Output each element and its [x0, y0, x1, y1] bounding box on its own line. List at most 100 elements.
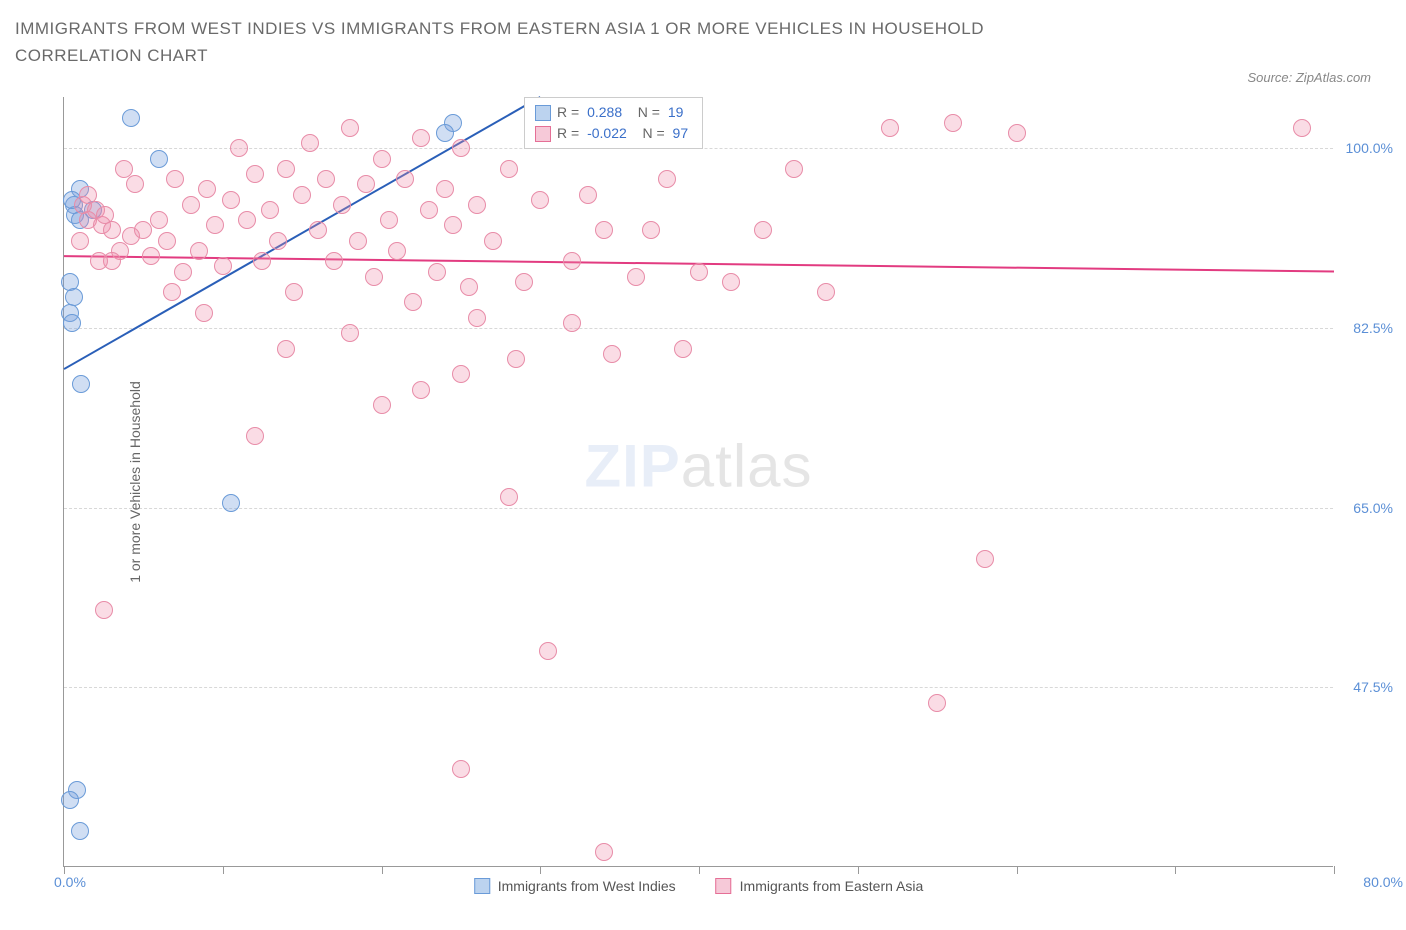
data-point: [122, 109, 140, 127]
x-tick: [699, 866, 700, 874]
data-point: [269, 232, 287, 250]
data-point: [515, 273, 533, 291]
data-point: [460, 278, 478, 296]
data-point: [452, 760, 470, 778]
data-point: [150, 150, 168, 168]
data-point: [603, 345, 621, 363]
swatch-icon: [535, 126, 551, 142]
data-point: [436, 124, 454, 142]
data-point: [412, 129, 430, 147]
data-point: [452, 139, 470, 157]
swatch-icon: [474, 878, 490, 894]
x-max-label: 80.0%: [1363, 874, 1403, 890]
data-point: [214, 257, 232, 275]
x-min-label: 0.0%: [54, 874, 86, 890]
x-tick: [223, 866, 224, 874]
data-point: [627, 268, 645, 286]
bottom-legend: Immigrants from West Indies Immigrants f…: [474, 878, 924, 894]
watermark: ZIPatlas: [584, 432, 812, 501]
data-point: [134, 221, 152, 239]
source-attribution: Source: ZipAtlas.com: [1247, 70, 1371, 85]
x-tick: [1017, 866, 1018, 874]
data-point: [349, 232, 367, 250]
data-point: [1293, 119, 1311, 137]
data-point: [277, 160, 295, 178]
data-point: [293, 186, 311, 204]
data-point: [90, 252, 108, 270]
data-point: [341, 324, 359, 342]
data-point: [881, 119, 899, 137]
data-point: [944, 114, 962, 132]
data-point: [595, 221, 613, 239]
y-tick-label: 100.0%: [1346, 140, 1393, 156]
data-point: [222, 494, 240, 512]
data-point: [976, 550, 994, 568]
x-tick: [64, 866, 65, 874]
data-point: [642, 221, 660, 239]
data-point: [444, 216, 462, 234]
data-point: [595, 843, 613, 861]
data-point: [163, 283, 181, 301]
data-point: [103, 221, 121, 239]
data-point: [301, 134, 319, 152]
data-point: [253, 252, 271, 270]
data-point: [412, 381, 430, 399]
data-point: [150, 211, 168, 229]
data-point: [365, 268, 383, 286]
data-point: [238, 211, 256, 229]
data-point: [722, 273, 740, 291]
gridline: [64, 687, 1333, 688]
y-axis-title: 1 or more Vehicles in Household: [127, 381, 143, 583]
data-point: [174, 263, 192, 281]
data-point: [198, 180, 216, 198]
data-point: [206, 216, 224, 234]
data-point: [325, 252, 343, 270]
correlation-chart: IMMIGRANTS FROM WEST INDIES VS IMMIGRANT…: [15, 15, 1391, 915]
data-point: [71, 232, 89, 250]
x-tick: [540, 866, 541, 874]
data-point: [333, 196, 351, 214]
data-point: [388, 242, 406, 260]
x-tick: [382, 866, 383, 874]
data-point: [428, 263, 446, 281]
data-point: [468, 196, 486, 214]
data-point: [95, 601, 113, 619]
legend-row-eastern-asia: R = -0.022 N = 97: [535, 123, 692, 144]
data-point: [658, 170, 676, 188]
data-point: [1008, 124, 1026, 142]
data-point: [222, 191, 240, 209]
data-point: [380, 211, 398, 229]
data-point: [373, 396, 391, 414]
data-point: [500, 160, 518, 178]
y-tick-label: 65.0%: [1353, 500, 1393, 516]
legend-row-west-indies: R = 0.288 N = 19: [535, 102, 692, 123]
data-point: [484, 232, 502, 250]
data-point: [61, 791, 79, 809]
data-point: [309, 221, 327, 239]
data-point: [341, 119, 359, 137]
data-point: [182, 196, 200, 214]
data-point: [436, 180, 454, 198]
data-point: [754, 221, 772, 239]
data-point: [63, 314, 81, 332]
data-point: [166, 170, 184, 188]
data-point: [928, 694, 946, 712]
data-point: [420, 201, 438, 219]
data-point: [817, 283, 835, 301]
data-point: [507, 350, 525, 368]
data-point: [468, 309, 486, 327]
data-point: [563, 314, 581, 332]
data-point: [277, 340, 295, 358]
data-point: [261, 201, 279, 219]
data-point: [396, 170, 414, 188]
plot-area: ZIPatlas 100.0%82.5%65.0%47.5% R = 0.288…: [63, 97, 1333, 867]
data-point: [317, 170, 335, 188]
chart-title: IMMIGRANTS FROM WEST INDIES VS IMMIGRANT…: [15, 15, 1115, 69]
data-point: [71, 822, 89, 840]
data-point: [373, 150, 391, 168]
data-point: [246, 427, 264, 445]
legend-item-west-indies: Immigrants from West Indies: [474, 878, 676, 894]
x-tick: [1334, 866, 1335, 874]
swatch-icon: [535, 105, 551, 121]
gridline: [64, 328, 1333, 329]
